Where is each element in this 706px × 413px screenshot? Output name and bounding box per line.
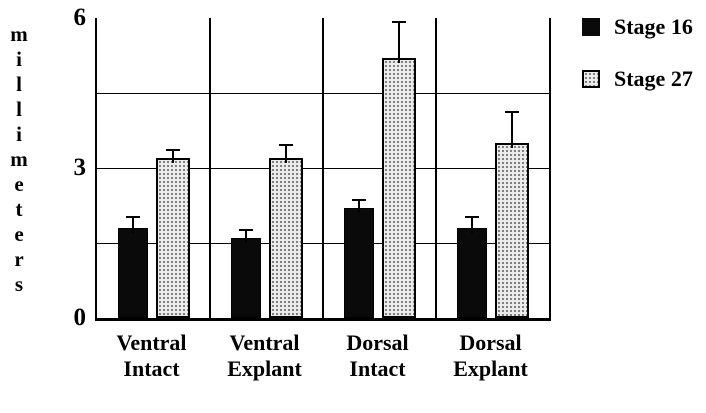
x-category-label-line: Dorsal bbox=[459, 330, 522, 355]
y-axis-label-letter: i bbox=[16, 122, 22, 146]
bar-solid bbox=[456, 228, 487, 318]
legend-item: Stage 27 bbox=[582, 68, 693, 90]
error-bar-cap bbox=[391, 21, 406, 23]
error-bar-cap bbox=[351, 198, 366, 201]
bar-stipple bbox=[381, 58, 416, 318]
legend: Stage 16 Stage 27 bbox=[582, 16, 693, 120]
x-category-label-line: Ventral bbox=[229, 330, 300, 355]
bar-stipple bbox=[268, 158, 303, 318]
y-axis-label-letter: e bbox=[14, 172, 24, 196]
plot-area bbox=[95, 18, 551, 321]
bar-solid bbox=[117, 228, 148, 318]
x-category-label-line: Intact bbox=[349, 356, 406, 381]
legend-item: Stage 16 bbox=[582, 16, 693, 38]
group-separator bbox=[209, 18, 211, 318]
x-axis-labels: Ventral Intact Ventral Explant Dorsal Intact D… bbox=[95, 330, 547, 382]
error-bar-cap bbox=[165, 148, 180, 151]
error-bar-cap bbox=[238, 228, 253, 231]
y-axis-label-letter: m bbox=[10, 22, 28, 46]
error-bar-cap bbox=[464, 216, 479, 218]
bar-solid bbox=[343, 208, 374, 318]
y-axis-label-letter: i bbox=[16, 47, 22, 71]
bar-stipple bbox=[155, 158, 190, 318]
x-category-label: Dorsal Intact bbox=[321, 330, 434, 382]
y-axis-label-letter: e bbox=[14, 222, 24, 246]
x-category-label: Ventral Explant bbox=[208, 330, 321, 382]
bar-stipple bbox=[494, 143, 529, 318]
error-bar-line bbox=[171, 150, 174, 163]
y-axis-label-letter: l bbox=[16, 72, 22, 96]
y-axis-label-letter: t bbox=[15, 197, 23, 221]
x-category-label-line: Intact bbox=[123, 356, 180, 381]
group-separator bbox=[435, 18, 437, 318]
error-bar-line bbox=[284, 145, 287, 163]
error-bar-line bbox=[510, 113, 513, 148]
y-axis-label-letter: s bbox=[14, 272, 24, 296]
error-bar-line bbox=[244, 230, 247, 243]
y-tick-label: 0 bbox=[73, 304, 87, 331]
error-bar-cap bbox=[278, 143, 293, 146]
x-category-label-line: Explant bbox=[453, 356, 528, 381]
error-bar-cap bbox=[125, 216, 140, 218]
legend-label: Stage 16 bbox=[614, 14, 693, 39]
y-axis-label-letter: r bbox=[14, 247, 24, 271]
legend-label: Stage 27 bbox=[614, 66, 693, 91]
y-tick-label: 6 bbox=[73, 4, 87, 31]
legend-swatch-stipple bbox=[582, 70, 600, 88]
y-axis-label-letter: m bbox=[10, 147, 28, 171]
x-category-label-line: Dorsal bbox=[346, 330, 409, 355]
error-bar-line bbox=[397, 23, 400, 63]
legend-swatch-solid bbox=[582, 18, 600, 36]
bar-solid bbox=[230, 238, 261, 318]
x-category-label-line: Ventral bbox=[116, 330, 187, 355]
group-separator bbox=[322, 18, 324, 318]
error-bar-line bbox=[131, 218, 134, 233]
x-category-label: Ventral Intact bbox=[95, 330, 208, 382]
error-bar-line bbox=[470, 218, 473, 233]
x-category-label: Dorsal Explant bbox=[434, 330, 547, 382]
error-bar-cap bbox=[504, 111, 519, 113]
y-tick-label: 3 bbox=[73, 154, 87, 181]
x-category-label-line: Explant bbox=[227, 356, 302, 381]
error-bar-line bbox=[357, 200, 360, 213]
y-axis-label-letter: l bbox=[16, 97, 22, 121]
